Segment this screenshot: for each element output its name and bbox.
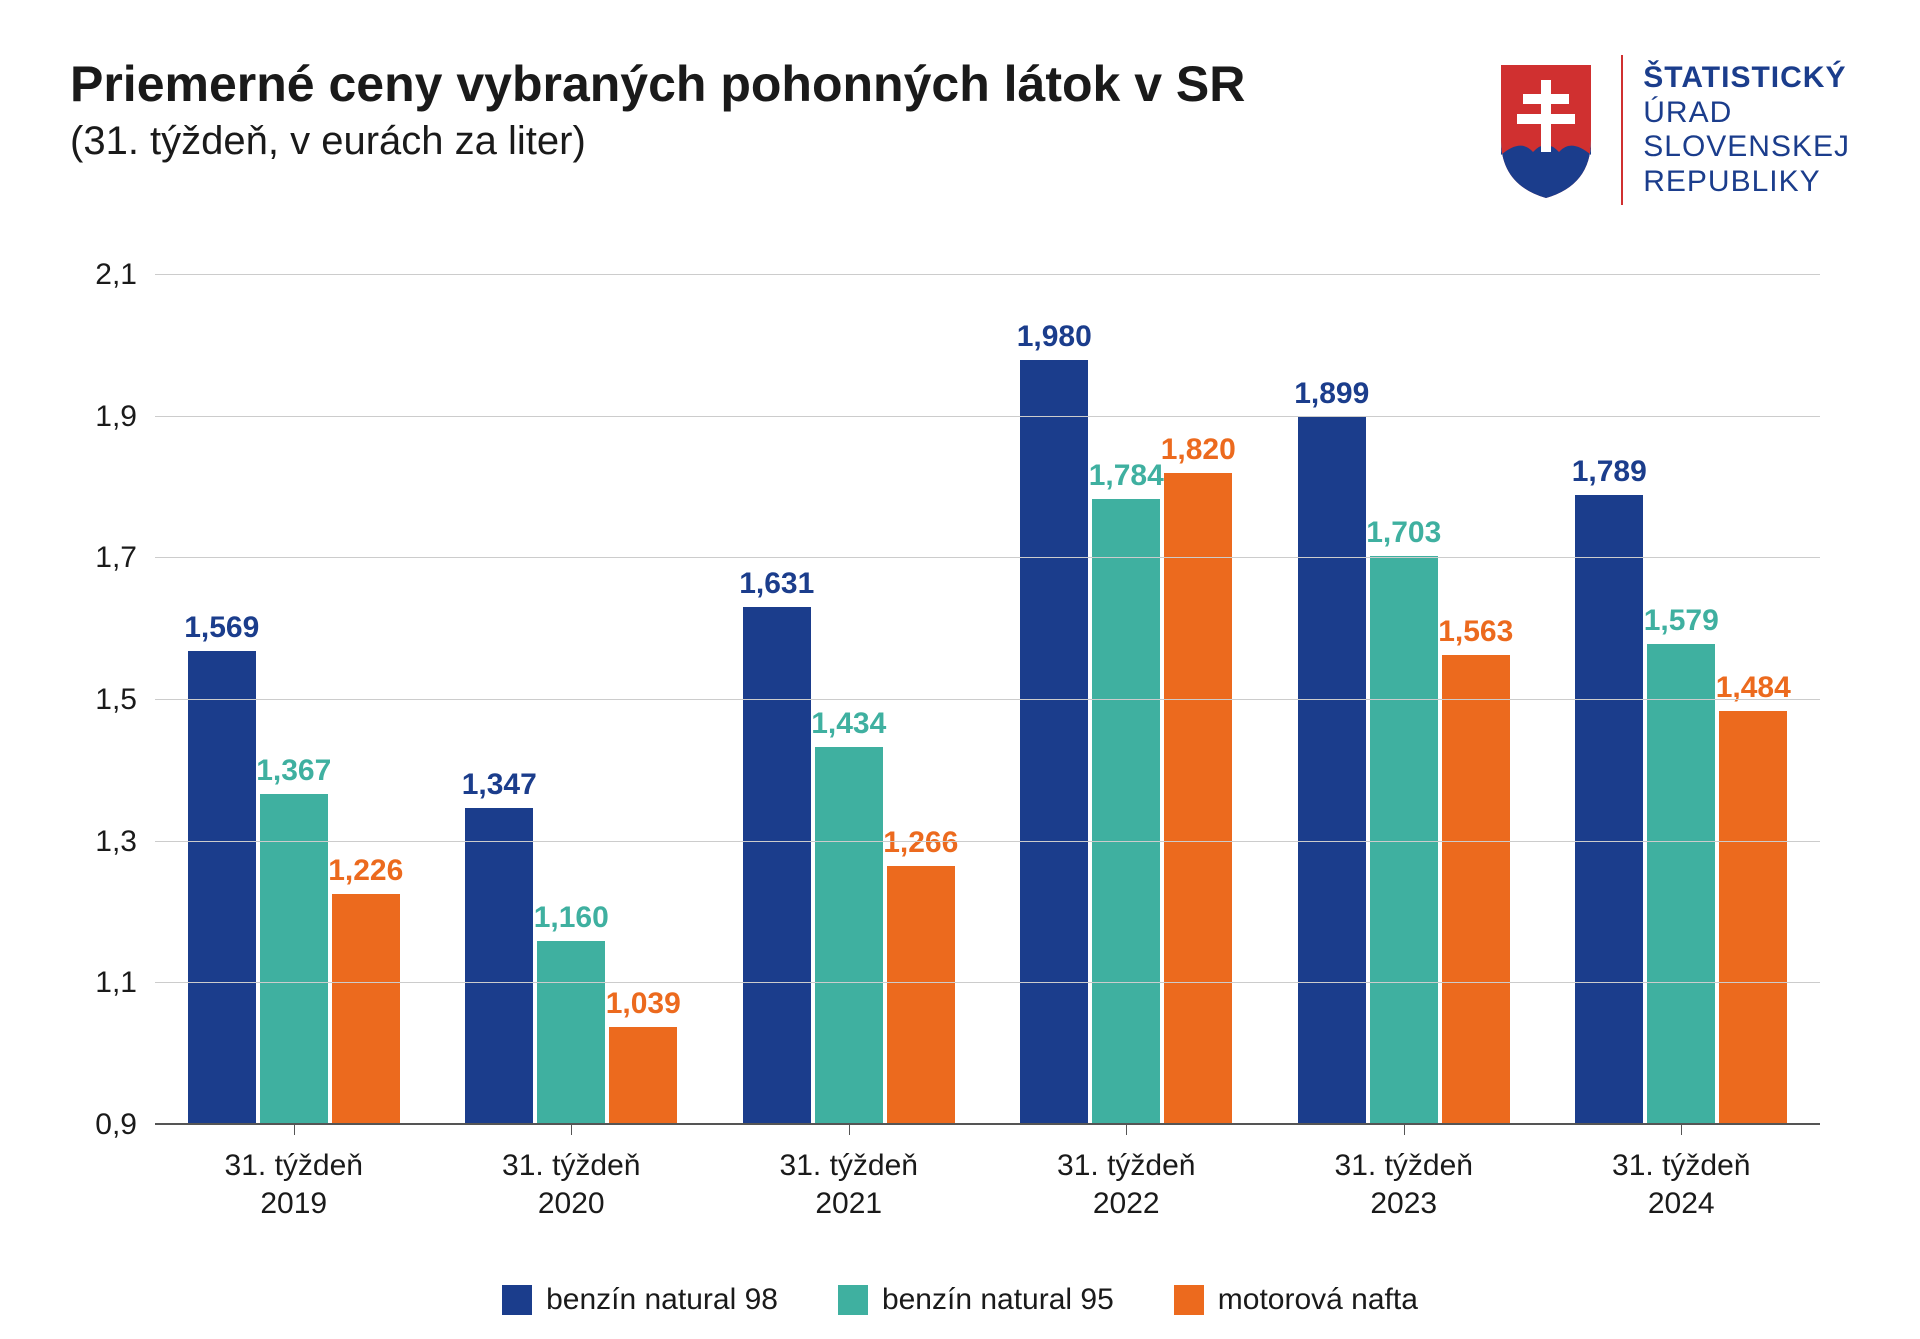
coat-of-arms-icon (1491, 60, 1601, 200)
plot-area: 1,5691,3671,2261,3471,1601,0391,6311,434… (155, 275, 1820, 1125)
legend-swatch (1174, 1285, 1204, 1315)
bar-nafta: 1,226 (332, 894, 400, 1125)
y-tick-label: 1,3 (77, 825, 137, 859)
bar-n95: 1,160 (537, 941, 605, 1125)
bar-value-label: 1,347 (462, 768, 537, 802)
gridline (155, 982, 1820, 983)
legend: benzín natural 98 benzín natural 95 motoro… (0, 1283, 1920, 1317)
y-tick-label: 0,9 (77, 1108, 137, 1142)
bar-group: 1,8991,7031,563 (1265, 275, 1543, 1125)
bar-n98: 1,631 (743, 607, 811, 1125)
bar-n98: 1,569 (188, 651, 256, 1125)
x-axis-label: 31. týždeň2024 (1543, 1135, 1821, 1225)
bar-n95: 1,784 (1092, 499, 1160, 1125)
bar-value-label: 1,434 (811, 707, 886, 741)
bar-group: 1,7891,5791,484 (1543, 275, 1821, 1125)
logo-line-3: REPUBLIKY (1643, 165, 1850, 200)
logo-block: ŠTATISTICKÝ ÚRAD SLOVENSKEJ REPUBLIKY (1491, 55, 1850, 205)
y-tick-label: 1,5 (77, 683, 137, 717)
bar-value-label: 1,367 (256, 754, 331, 788)
x-tick (1126, 1125, 1127, 1135)
bar-group: 1,9801,7841,820 (988, 275, 1266, 1125)
bar-nafta: 1,563 (1442, 655, 1510, 1125)
bar-n98: 1,980 (1020, 360, 1088, 1125)
legend-label: benzín natural 98 (546, 1283, 778, 1317)
header: Priemerné ceny vybraných pohonných látok… (0, 0, 1920, 225)
bar-value-label: 1,266 (883, 826, 958, 860)
bar-value-label: 1,703 (1366, 516, 1441, 550)
bar-n95: 1,367 (260, 794, 328, 1125)
bar-n95: 1,579 (1647, 644, 1715, 1125)
x-axis-label: 31. týždeň2023 (1265, 1135, 1543, 1225)
bar-n98: 1,347 (465, 808, 533, 1125)
legend-item-n98: benzín natural 98 (502, 1283, 778, 1317)
y-tick-label: 1,9 (77, 400, 137, 434)
bar-value-label: 1,789 (1572, 455, 1647, 489)
x-tick (571, 1125, 572, 1135)
gridline (155, 557, 1820, 558)
gridline (155, 841, 1820, 842)
bar-value-label: 1,784 (1089, 459, 1164, 493)
x-axis-label: 31. týždeň2020 (433, 1135, 711, 1225)
bar-value-label: 1,484 (1716, 671, 1791, 705)
bar-value-label: 1,899 (1294, 377, 1369, 411)
bar-n98: 1,899 (1298, 417, 1366, 1125)
gridline (155, 416, 1820, 417)
bar-n98: 1,789 (1575, 495, 1643, 1125)
baseline (155, 1123, 1820, 1125)
logo-line-1: ÚRAD (1643, 96, 1850, 131)
x-axis-label: 31. týždeň2021 (710, 1135, 988, 1225)
bar-groups: 1,5691,3671,2261,3471,1601,0391,6311,434… (155, 275, 1820, 1125)
x-tick (849, 1125, 850, 1135)
bar-value-label: 1,631 (739, 567, 814, 601)
chart-area: 0,91,11,31,51,71,92,1 1,5691,3671,2261,3… (70, 265, 1850, 1225)
bar-nafta: 1,266 (887, 866, 955, 1125)
bar-value-label: 1,226 (328, 854, 403, 888)
bar-n95: 1,434 (815, 747, 883, 1125)
chart-subtitle: (31. týždeň, v eurách za liter) (70, 119, 1491, 164)
bar-group: 1,5691,3671,226 (155, 275, 433, 1125)
logo-line-0: ŠTATISTICKÝ (1643, 61, 1850, 96)
bar-value-label: 1,039 (606, 987, 681, 1021)
y-tick-label: 1,1 (77, 966, 137, 1000)
legend-swatch (838, 1285, 868, 1315)
gridline (155, 274, 1820, 275)
bar-nafta: 1,039 (609, 1027, 677, 1125)
y-tick-label: 1,7 (77, 541, 137, 575)
logo-line-2: SLOVENSKEJ (1643, 130, 1850, 165)
bar-group: 1,6311,4341,266 (710, 275, 988, 1125)
bar-value-label: 1,569 (184, 611, 259, 645)
chart-title: Priemerné ceny vybraných pohonných látok… (70, 55, 1491, 113)
x-axis-labels: 31. týždeň201931. týždeň202031. týždeň20… (155, 1135, 1820, 1225)
legend-item-n95: benzín natural 95 (838, 1283, 1114, 1317)
x-tick (1404, 1125, 1405, 1135)
bar-value-label: 1,563 (1438, 615, 1513, 649)
title-block: Priemerné ceny vybraných pohonných látok… (70, 55, 1491, 164)
legend-label: benzín natural 95 (882, 1283, 1114, 1317)
logo-divider (1621, 55, 1623, 205)
legend-swatch (502, 1285, 532, 1315)
bar-value-label: 1,579 (1644, 604, 1719, 638)
legend-label: motorová nafta (1218, 1283, 1418, 1317)
y-tick-label: 2,1 (77, 258, 137, 292)
gridline (155, 699, 1820, 700)
bar-nafta: 1,820 (1164, 473, 1232, 1125)
x-axis-label: 31. týždeň2019 (155, 1135, 433, 1225)
bar-value-label: 1,980 (1017, 320, 1092, 354)
logo-text: ŠTATISTICKÝ ÚRAD SLOVENSKEJ REPUBLIKY (1643, 61, 1850, 199)
bar-group: 1,3471,1601,039 (433, 275, 711, 1125)
bar-value-label: 1,820 (1161, 433, 1236, 467)
legend-item-nafta: motorová nafta (1174, 1283, 1418, 1317)
bar-value-label: 1,160 (534, 901, 609, 935)
x-axis-label: 31. týždeň2022 (988, 1135, 1266, 1225)
x-tick (294, 1125, 295, 1135)
y-axis: 0,91,11,31,51,71,92,1 (70, 275, 155, 1125)
bar-nafta: 1,484 (1719, 711, 1787, 1125)
x-tick (1681, 1125, 1682, 1135)
